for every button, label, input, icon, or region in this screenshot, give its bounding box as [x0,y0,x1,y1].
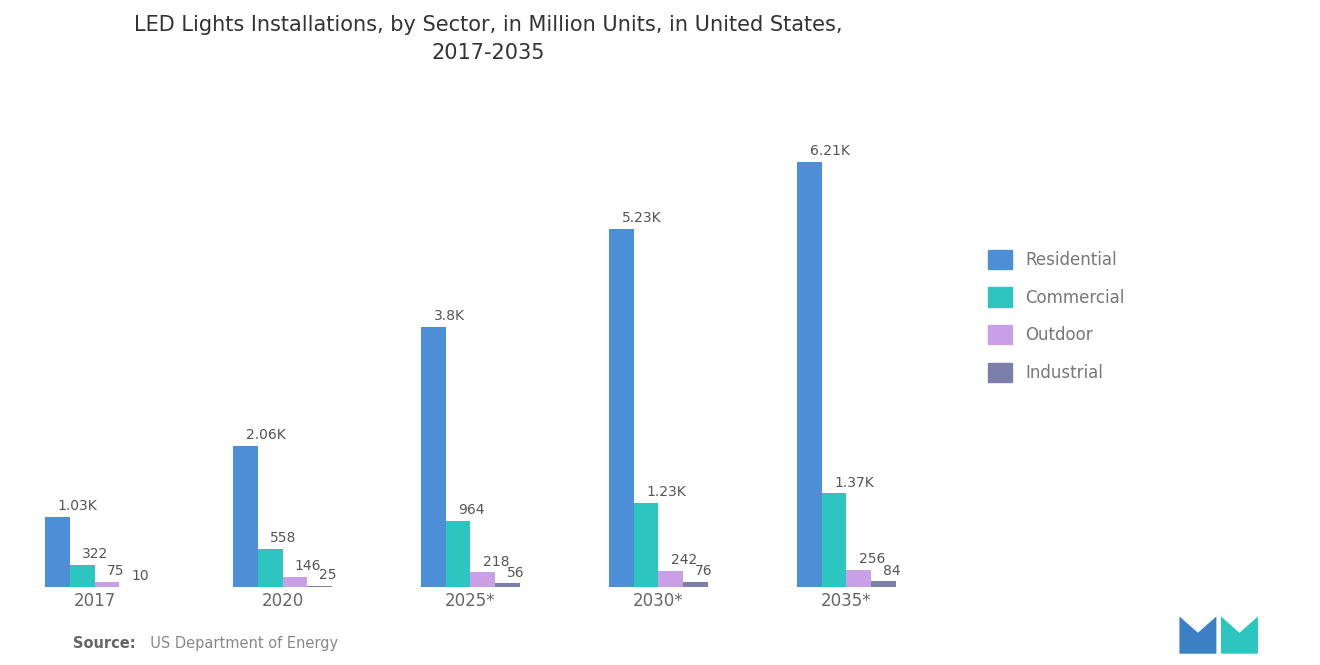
Text: 76: 76 [696,565,713,579]
Text: 25: 25 [319,568,337,582]
Bar [610,229,634,587]
Bar [70,565,95,587]
Text: 964: 964 [458,503,484,517]
Bar [822,493,846,587]
Bar [634,503,659,587]
Legend: Residential, Commercial, Outdoor, Industrial: Residential, Commercial, Outdoor, Indust… [979,241,1133,390]
Text: 5.23K: 5.23K [622,211,661,225]
Bar [95,582,119,587]
Bar [308,585,331,587]
Text: 56: 56 [507,566,525,580]
Bar [446,521,470,587]
Bar [495,583,520,587]
Bar [257,549,282,587]
Bar [682,582,708,587]
Bar [470,573,495,587]
Text: Source:: Source: [73,636,135,652]
Text: 10: 10 [132,569,149,583]
Bar [45,517,70,587]
Bar [846,570,871,587]
Text: US Department of Energy: US Department of Energy [141,636,338,652]
Bar [871,581,895,587]
Bar [421,327,446,587]
Text: 1.03K: 1.03K [58,499,98,513]
Text: 2.06K: 2.06K [246,428,285,442]
Text: 3.8K: 3.8K [433,309,465,323]
Title: LED Lights Installations, by Sector, in Million Units, in United States,
2017-20: LED Lights Installations, by Sector, in … [135,15,842,63]
Bar [797,162,822,587]
Text: 256: 256 [859,552,886,566]
Text: 1.37K: 1.37K [834,475,874,489]
Text: 146: 146 [294,559,321,573]
Text: 322: 322 [82,547,108,561]
Text: 558: 558 [271,531,297,545]
Bar [659,571,682,587]
Text: 6.21K: 6.21K [809,144,850,158]
Text: 84: 84 [883,564,902,578]
Text: 218: 218 [483,555,510,569]
Text: 242: 242 [671,553,697,567]
Text: 1.23K: 1.23K [647,485,686,499]
Bar [234,446,257,587]
Text: 75: 75 [107,565,124,579]
Bar [282,577,308,587]
